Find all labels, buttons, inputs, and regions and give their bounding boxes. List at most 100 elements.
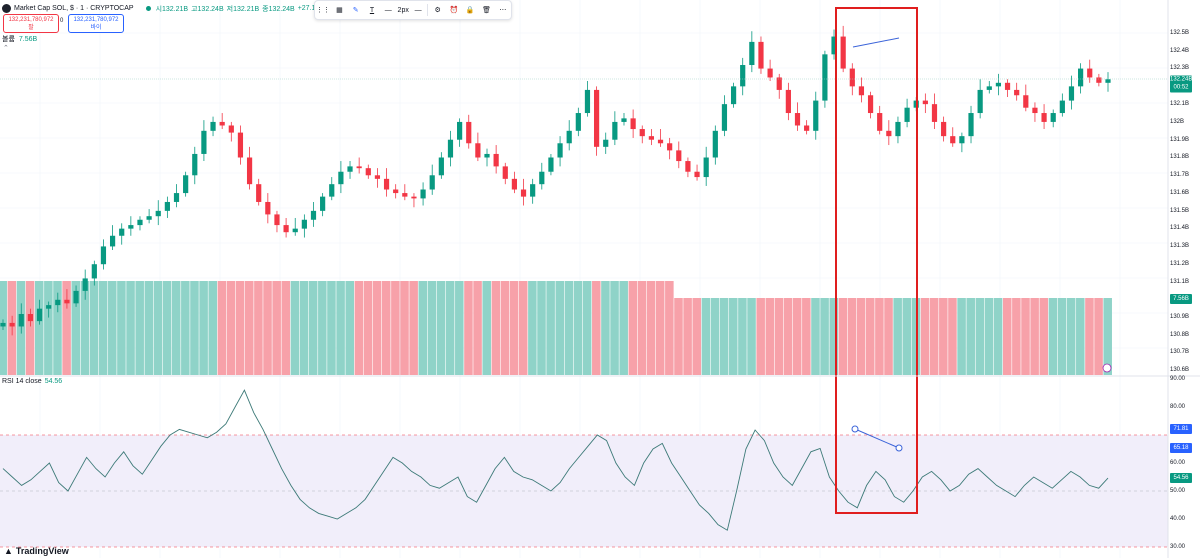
candle-body [9,322,15,327]
templates-icon[interactable]: ▦ [336,7,343,14]
volume-bar [381,281,391,375]
volume-bar [117,281,126,375]
volume-bar [847,298,857,375]
settings-icon[interactable]: ⚙ [434,7,441,14]
volume-bar [1076,298,1085,375]
candles [0,25,1111,336]
volume-bar [263,281,272,375]
candle-body [164,201,170,211]
line-style-icon[interactable]: — [414,6,422,14]
candle-body [64,299,70,304]
volume-bar [436,281,446,375]
candle-body [621,118,627,122]
candle-body [922,100,928,105]
volume-bar [44,281,53,375]
candle-body [548,157,554,172]
volume-bar [683,298,692,375]
volume-bar [482,281,491,375]
candle-body [776,77,782,90]
candle-body [849,68,855,87]
candle-body [1041,113,1047,122]
candle-body [91,264,97,279]
candle-body [383,178,390,190]
volume-bar [573,281,583,375]
rsi-band [0,434,1168,548]
line-color-icon[interactable]: ✎ [352,7,359,14]
volume-value: 7.56B [18,36,38,43]
candle-body [1105,79,1111,83]
volume-bar [171,281,181,375]
rsi-legend[interactable]: RSI 14 close 54.56 [2,378,62,385]
candle-body [393,189,399,194]
volume-bar [181,281,190,375]
volume-bar [829,298,838,375]
volume-bar [637,281,647,375]
volume-bar [418,281,428,375]
volume-bar [509,281,519,375]
volume-bar [445,281,455,375]
candle-body [374,175,381,179]
candle-body [904,107,910,122]
lightning-icon [1102,363,1112,373]
price-axis-tick: 131.3B [1170,243,1190,249]
volume-bar [875,298,884,375]
volume-bar [783,298,793,375]
volume-bar [975,298,985,375]
candle-body [877,113,883,131]
symbol-title[interactable]: Market Cap SOL, $ · 1 · CRYPTOCAP [14,5,134,12]
candle-body [1096,77,1102,83]
volume-bar [80,281,90,375]
trash-icon[interactable]: 🗑 [482,7,491,14]
line-width-icon[interactable]: — [384,6,392,14]
price-axis-tick: 132.1B [1170,101,1190,107]
volume-bar [665,281,674,375]
volume-bar [865,298,875,375]
text-color-icon[interactable]: T [369,6,375,14]
volume-bar [765,298,775,375]
candle-body [36,308,43,322]
symbol-logo-icon [2,4,11,13]
volume-bar [984,298,994,375]
volume-bar [993,298,1003,375]
candle-body [767,68,773,78]
volume-bar [747,298,756,375]
candle-body [612,121,618,140]
volume-bar [957,298,966,375]
volume-bar [1039,298,1049,375]
volume-bar [948,298,957,375]
rsi-line [2,389,1109,531]
more-icon[interactable]: ⋯ [499,7,507,14]
volume-bar [190,281,199,375]
candle-body [1078,68,1084,87]
volume-bar [71,281,81,375]
volume-bar [108,281,117,375]
candle-body [977,89,983,114]
collapse-legend-icon[interactable]: ⌃ [3,45,9,52]
candle-body [959,136,965,144]
alert-icon[interactable]: ⏰ [449,7,459,14]
price-axis-tick: 131.9B [1170,137,1190,143]
drag-handle-icon[interactable]: ⋮⋮ [316,7,331,14]
volume-bar [582,281,592,375]
volume-bar [820,298,829,375]
rsi-value: 54.56 [44,378,63,385]
lock-icon[interactable]: 🔒 [465,7,475,14]
volume-legend[interactable]: 볼륨 7.56B [2,34,37,44]
rsi-axis-tick: 60.00 [1170,460,1186,466]
tradingview-logo[interactable]: ▲ TradingView [4,546,69,556]
rsi-axis-tick: 90.00 [1170,376,1186,382]
price-axis-tick: 130.9B [1170,314,1190,320]
candle-body [593,89,600,147]
volume-bar [920,298,930,375]
line-width-label[interactable]: 2px [397,6,409,14]
candle-body [648,136,654,140]
volume-bar [710,298,720,375]
volume-bar [455,281,464,375]
price-axis-tick: 131.5B [1170,208,1190,214]
sell-button[interactable]: 132,231,780,972 팔 [3,14,59,33]
candle-body [995,82,1002,87]
buy-button[interactable]: 132,231,780,972 바이 [68,14,124,33]
rsi-drawing-tag-lower: 65.18 [1170,443,1192,453]
candle-body [228,125,234,133]
